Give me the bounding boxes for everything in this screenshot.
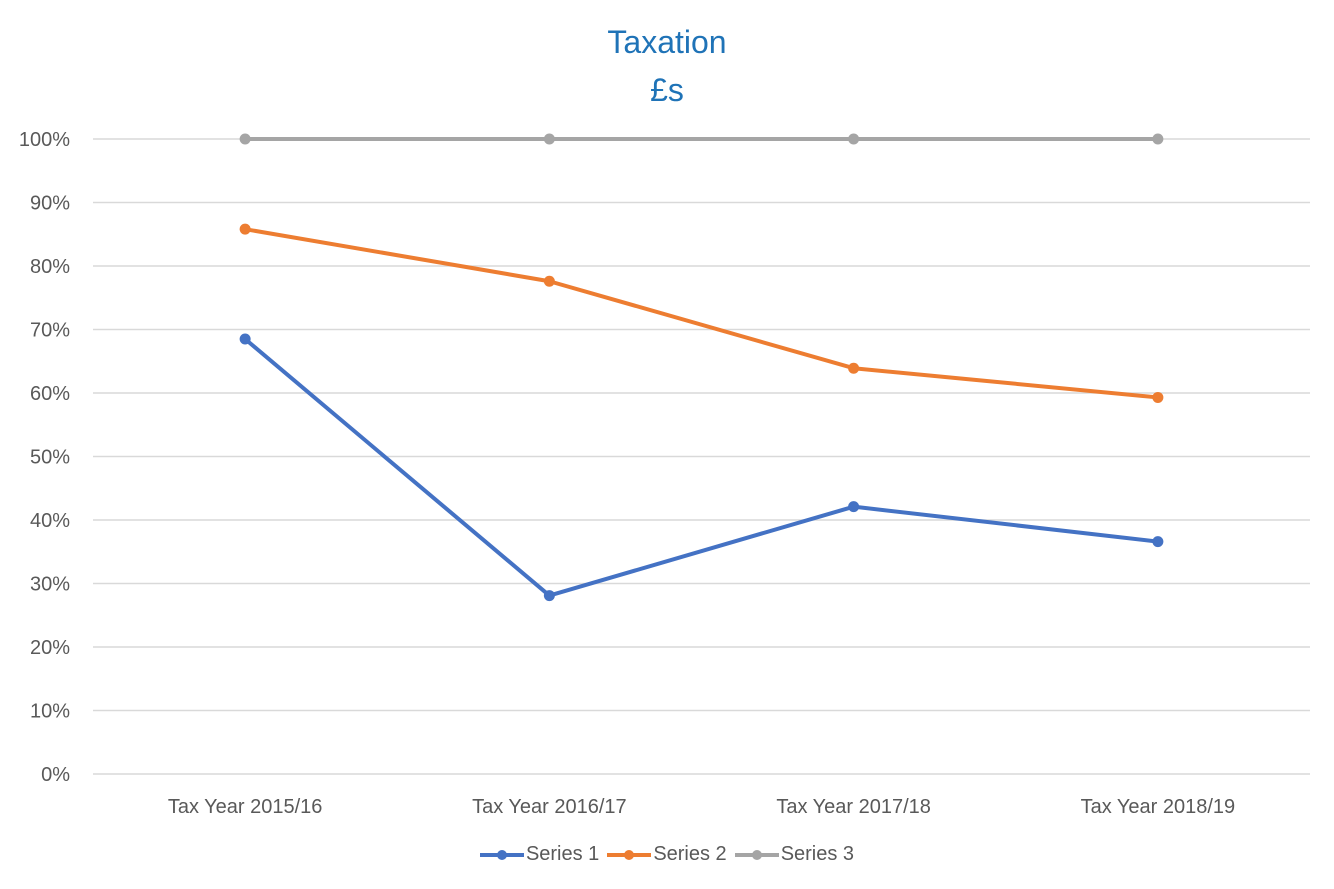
y-tick-label: 80%: [30, 256, 70, 278]
y-tick-label: 0%: [41, 764, 70, 786]
x-tick-label: Tax Year 2018/19: [1081, 796, 1236, 818]
x-tick-label: Tax Year 2016/17: [472, 796, 627, 818]
y-tick-label: 20%: [30, 637, 70, 659]
legend-label: Series 2: [653, 842, 727, 865]
data-point: [1152, 536, 1164, 548]
legend-item: Series 2: [607, 842, 727, 866]
y-tick-label: 30%: [30, 574, 70, 596]
data-point: [848, 362, 860, 374]
y-tick-label: 70%: [30, 320, 70, 342]
data-point: [239, 333, 251, 345]
legend-swatch-icon: [734, 842, 779, 866]
legend-label: Series 3: [780, 842, 855, 865]
x-tick-label: Tax Year 2017/18: [776, 796, 931, 818]
chart-title: Taxation: [607, 24, 727, 60]
data-point: [239, 133, 251, 145]
series-line: [243, 337, 1159, 598]
data-point: [543, 133, 555, 145]
data-point: [1152, 391, 1164, 403]
data-point: [848, 133, 860, 145]
y-tick-label: 100%: [19, 129, 70, 151]
chart-subtitle: £s: [650, 72, 684, 108]
y-tick-label: 50%: [30, 447, 70, 469]
legend-item: Series 3: [734, 842, 855, 866]
legend-swatch-icon: [607, 842, 652, 866]
data-point: [848, 501, 860, 513]
y-tick-label: 90%: [30, 193, 70, 215]
data-point: [1152, 133, 1164, 145]
y-tick-label: 10%: [30, 701, 70, 723]
data-point: [239, 223, 251, 235]
data-point: [543, 590, 555, 602]
y-tick-label: 60%: [30, 383, 70, 405]
legend: Series 1 Series 2 Series 3: [0, 842, 1334, 866]
legend-swatch-icon: [479, 842, 524, 866]
x-tick-label: Tax Year 2015/16: [168, 796, 323, 818]
legend-item: Series 1: [479, 842, 600, 866]
legend-label: Series 1: [525, 842, 600, 865]
y-tick-label: 40%: [30, 510, 70, 532]
series-line: [244, 227, 1159, 400]
data-point: [543, 275, 555, 287]
